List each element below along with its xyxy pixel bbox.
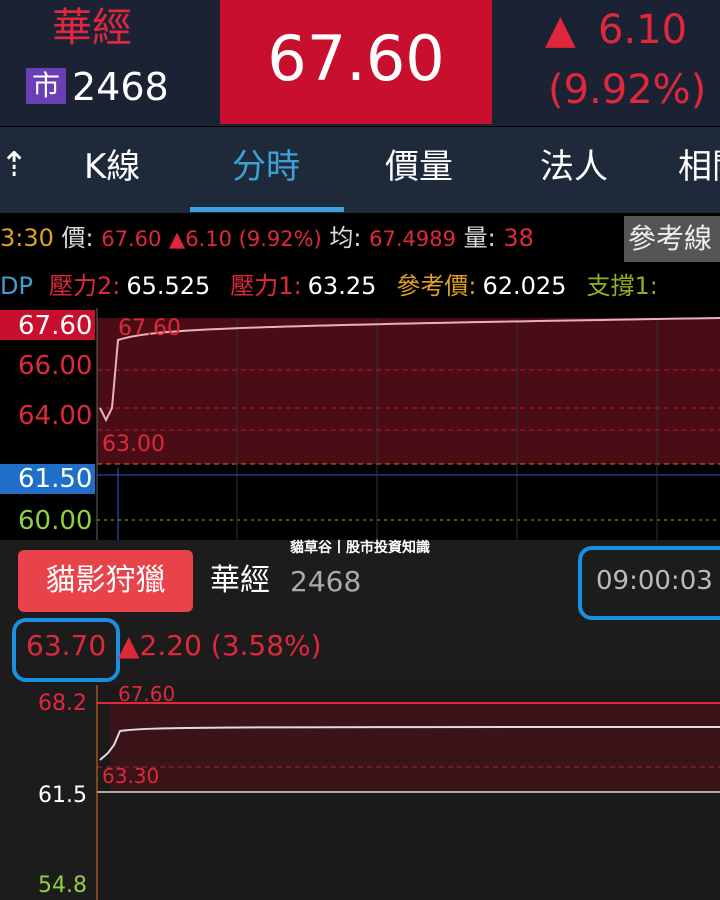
levels-row: DP 壓力2: 65.525 壓力1: 63.25 參考價: 62.025 支撐1: [0,274,658,298]
market-badge: 市 [26,68,66,104]
price-highlight [12,618,120,682]
last-price-tag [0,310,95,340]
time-highlight [578,546,720,620]
avg-label: 均: [329,224,362,252]
levels-prefix: DP [0,272,33,300]
tab[interactable]: 分時 [232,147,300,187]
level-label: 參考價: [396,272,477,300]
low-annotation: 63.00 [102,432,165,457]
ref-line-button[interactable]: 參考線 [624,216,720,262]
arrow: ▲ [545,7,576,53]
price: 67.60 [267,22,445,95]
y-tick-label: 68.2 [38,691,87,716]
tab[interactable]: 相關 [678,147,720,187]
vol-label: 量: [463,224,496,252]
low-annotation: 63.30 [102,764,160,788]
chart-lower [96,685,720,900]
stock-code: 2468 [72,65,169,109]
panel-time: 09:00:03 [596,566,713,596]
level-value: 63.25 [307,272,377,300]
support-tag [0,464,95,494]
panel-price: 63.70 [26,629,107,662]
y-tick-label: 64.00 [18,401,93,431]
fill [97,318,720,464]
dashed-level [97,369,720,431]
level-label: 壓力1: [230,272,302,300]
y-tick-label: 66.00 [18,351,93,381]
info-row: 3:30 價: 67.60 ▲6.10 (9.92%) 均: 67.4989 量… [0,226,534,250]
grid [236,318,658,540]
price-line [99,726,720,761]
panel-code: 2468 [290,565,362,598]
y-tick-label: 54.8 [38,873,87,898]
level-label: 支撐1: [586,272,658,300]
change-pct: (9.92%) [548,67,707,113]
stock-name: 華經 [52,5,132,51]
hunt-button[interactable]: 貓影狩獵 [18,550,193,612]
y-tick-label: 61.5 [38,783,87,808]
tab-bar [0,127,720,213]
time: 3:30 [0,224,54,252]
tab-underline [190,207,344,212]
vol: 38 [503,224,534,252]
level-value: 62.025 [482,272,567,300]
tab[interactable]: K線 [84,147,141,187]
tab[interactable]: 法人 [540,147,608,187]
panel-change: ▲2.20 (3.58%) [118,629,322,662]
price-line [99,317,720,423]
y-tick-label: 60.00 [18,506,93,536]
change: 6.10 [598,7,688,53]
y-tick-label: 61.50 [18,464,93,494]
price: 67.60 [101,227,162,251]
settings-icon[interactable]: ⇡ [0,145,29,185]
high-annotation: 67.60 [118,316,181,341]
chart-upper [0,308,720,540]
fill [110,703,720,793]
y-tick-label: 67.60 [18,311,93,341]
change: ▲6.10 (9.92%) [169,227,322,251]
watermark: 貓草谷丨股市投資知識 [290,540,430,556]
tab[interactable]: 價量 [385,147,453,187]
high-annotation: 67.60 [118,682,176,706]
price-label: 價: [61,224,94,252]
avg: 67.4989 [369,227,456,251]
level-value: 65.525 [126,272,211,300]
panel-name: 華經 [210,563,270,598]
price-box [220,0,492,124]
level-label: 壓力2: [48,272,121,300]
